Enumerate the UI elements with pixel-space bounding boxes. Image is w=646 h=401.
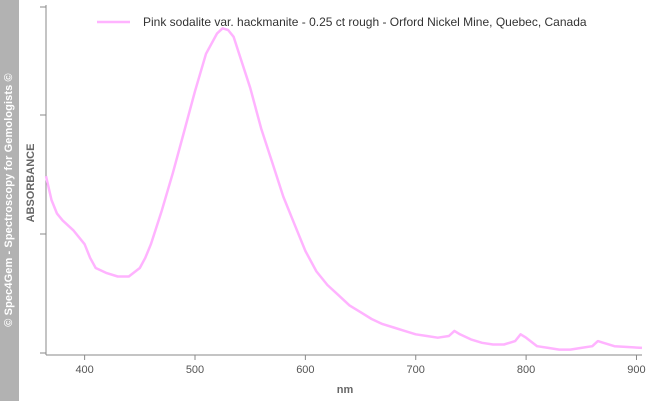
y-axis-title: ABSORBANCE [25, 144, 37, 223]
x-axis-title: nm [337, 384, 354, 396]
x-tick-label: 700 [407, 364, 425, 376]
x-tick-label: 400 [75, 364, 93, 376]
x-tick-label: 800 [517, 364, 535, 376]
chart-series-layer [44, 27, 643, 351]
watermark-sidebar: © Spec4Gem - Spectroscopy for Gemologist… [0, 0, 19, 401]
chart-axes [45, 5, 642, 356]
series-line [44, 27, 643, 351]
chart-ticks: 400 500 600 700 800 900 [40, 6, 646, 376]
legend-label: Pink sodalite var. hackmanite - 0.25 ct … [143, 15, 587, 29]
x-tick-label: 500 [186, 364, 204, 376]
chart-legend: Pink sodalite var. hackmanite - 0.25 ct … [97, 15, 587, 29]
x-tick-label: 900 [627, 364, 645, 376]
x-tick-label: 600 [296, 364, 314, 376]
